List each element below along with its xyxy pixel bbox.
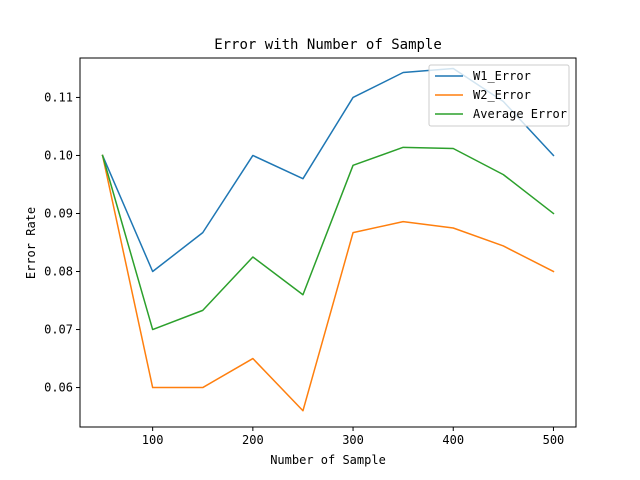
x-tick-label: 500	[543, 433, 565, 447]
x-tick-label: 200	[242, 433, 264, 447]
legend-label: Average Error	[473, 107, 567, 121]
y-tick-label: 0.07	[44, 323, 73, 337]
legend-frame	[428, 64, 570, 127]
x-axis-label: Number of Sample	[270, 453, 386, 467]
legend-label: W1_Error	[473, 69, 531, 83]
x-axis: 100 200 300 400 500	[142, 427, 564, 447]
plot-frame	[79, 57, 577, 428]
y-tick-label: 0.08	[44, 265, 73, 279]
y-tick-label: 0.10	[44, 148, 73, 162]
chart-title: Error with Number of Sample	[214, 37, 442, 53]
x-tick-label: 300	[342, 433, 364, 447]
y-tick-label: 0.06	[44, 381, 73, 395]
x-tick-label: 100	[142, 433, 164, 447]
series-line-2	[101, 154, 555, 412]
x-tick-label: 400	[442, 433, 464, 447]
y-tick-label: 0.09	[44, 206, 73, 220]
series-line-3	[101, 146, 555, 331]
y-axis: 0.06 0.07 0.08 0.09 0.10 0.11	[44, 90, 80, 395]
y-tick-label: 0.11	[44, 90, 73, 104]
y-axis-label: Error Rate	[24, 207, 38, 279]
legend-label: W2_Error	[473, 88, 531, 102]
legend: W1_Error W2_Error Average Error	[428, 64, 570, 127]
